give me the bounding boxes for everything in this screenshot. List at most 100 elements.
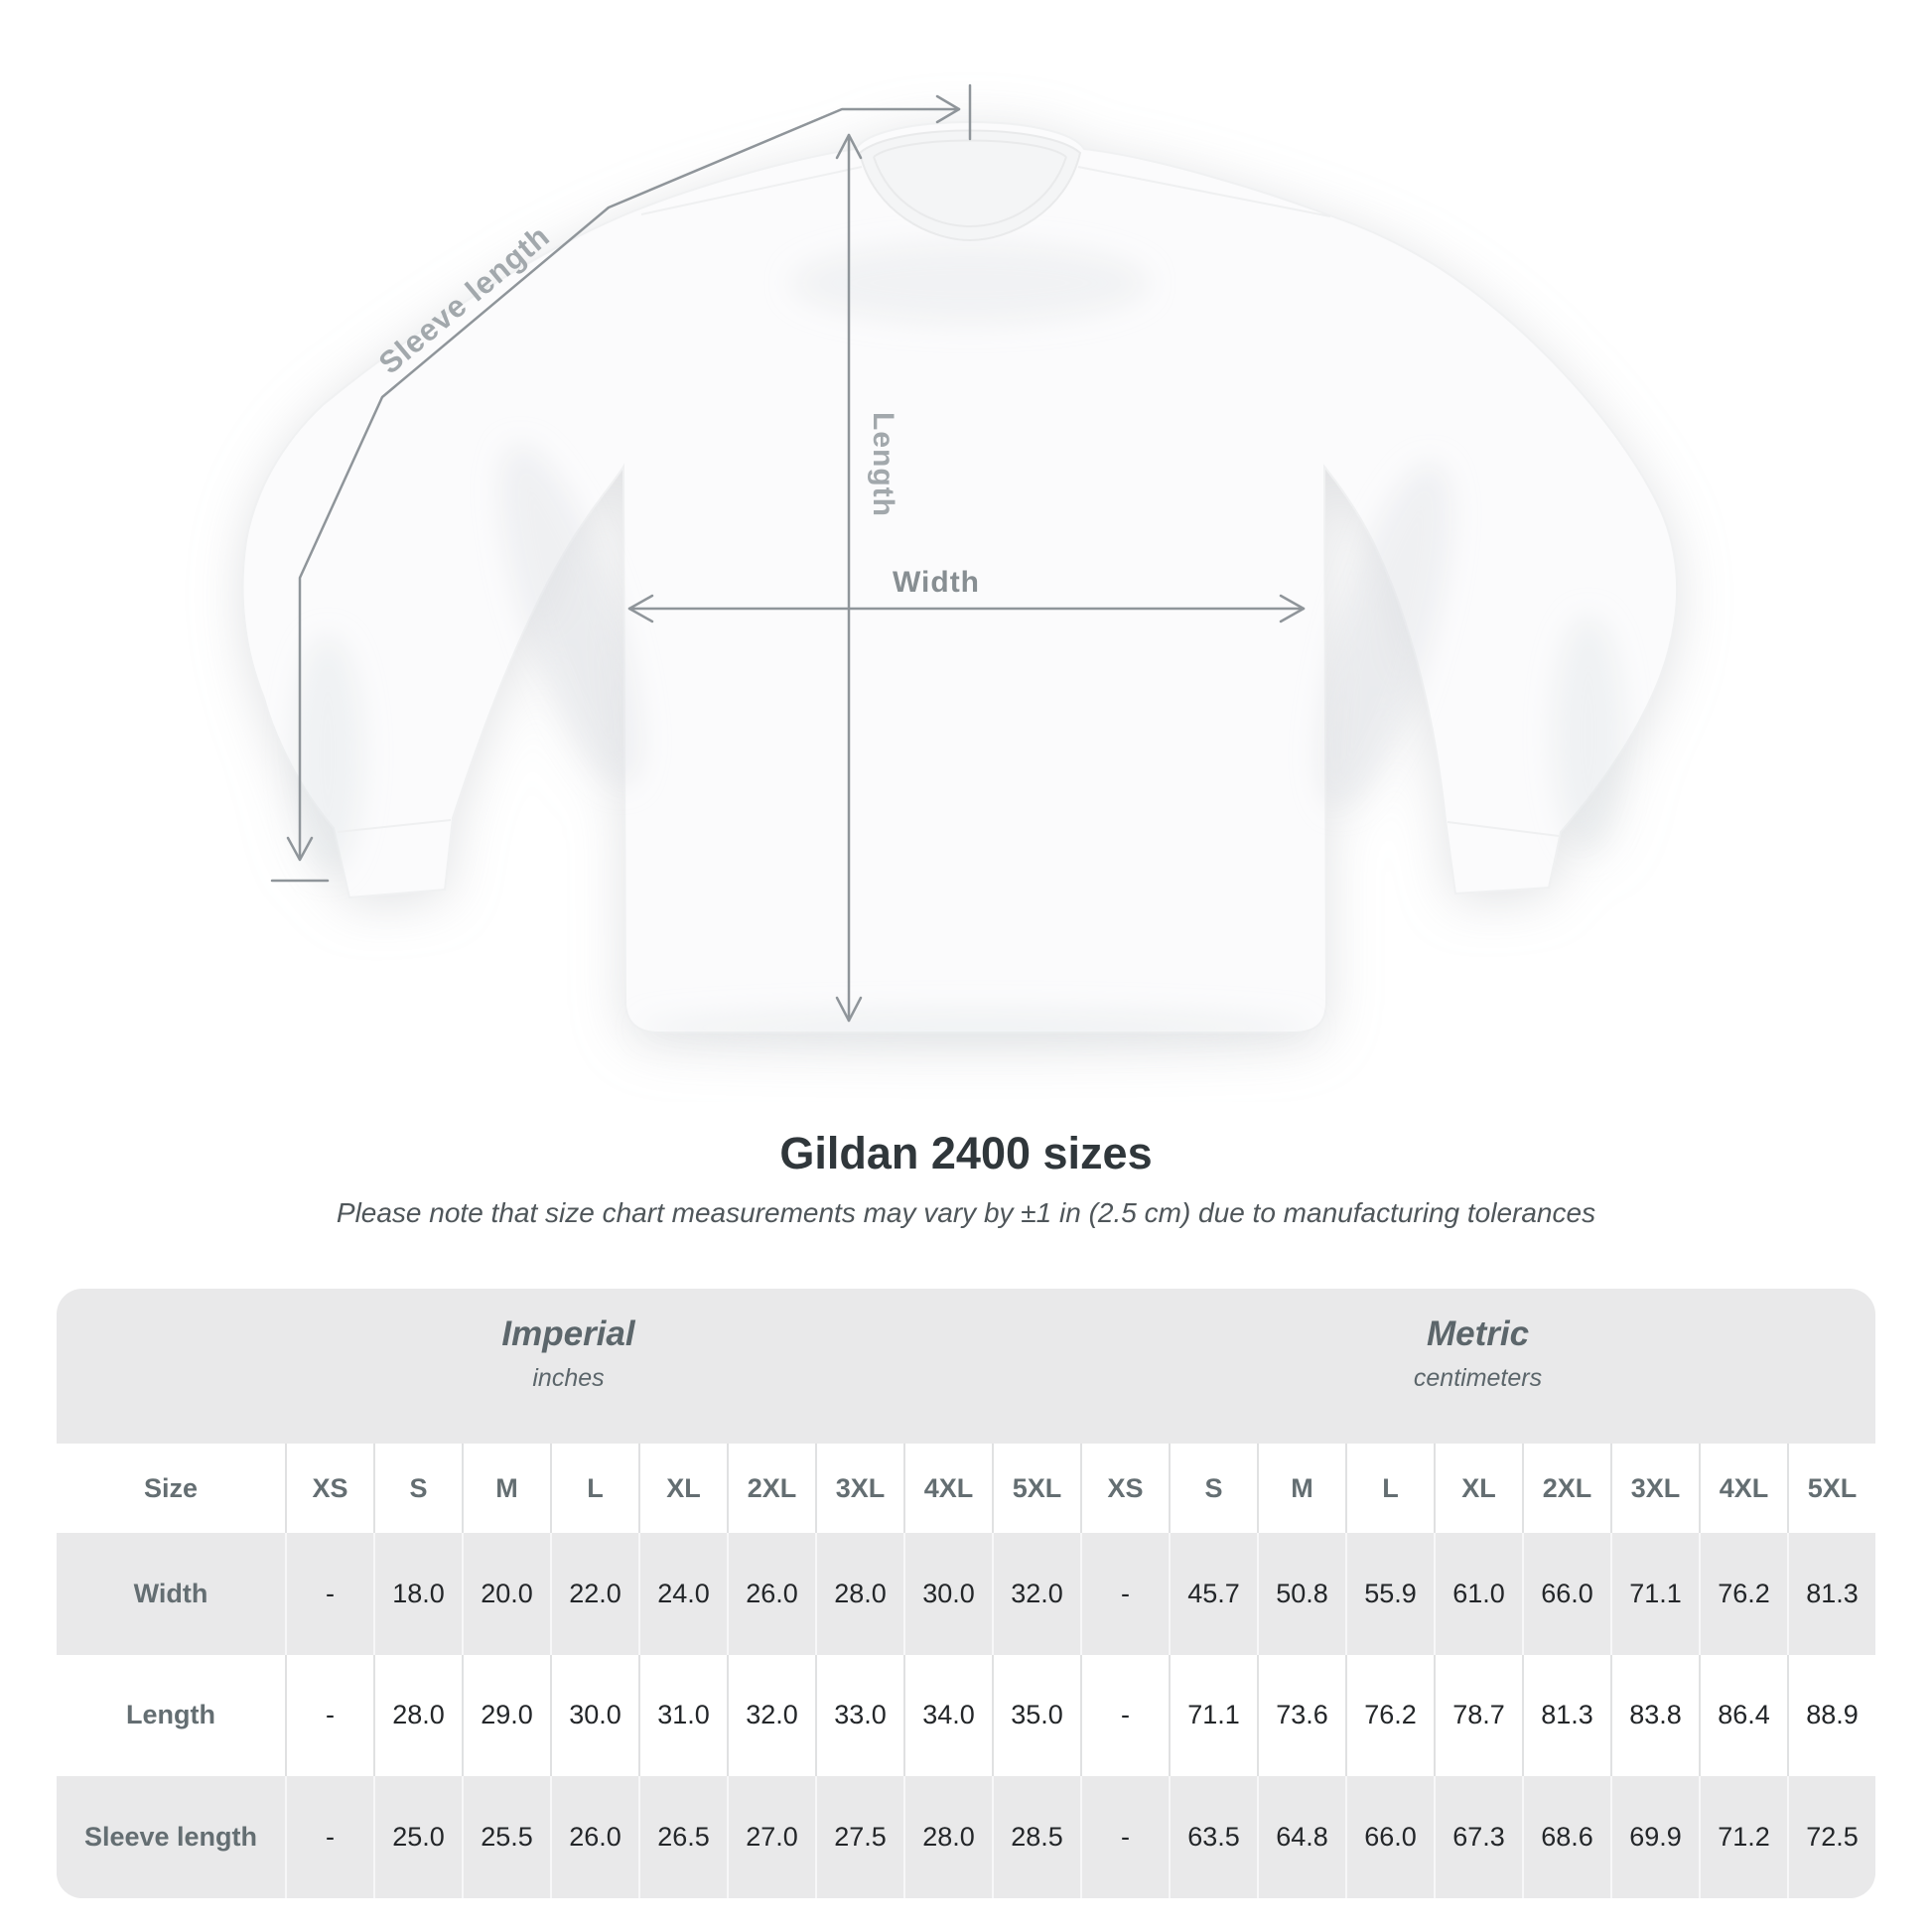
- width-label: Width: [892, 566, 981, 599]
- row-sleeve-length-cell: 26.0: [550, 1776, 638, 1898]
- size-header-row: Size XS S M L XL 2XL 3XL 4XL 5XL XS S M L XL 2XL 3XL 4XL 5…: [57, 1444, 1875, 1533]
- metric-title: Metric: [1426, 1314, 1530, 1353]
- row-sleeve-length-cell: 71.2: [1699, 1776, 1787, 1898]
- row-width-cell: 22.0: [550, 1533, 638, 1655]
- collar: [858, 129, 1082, 242]
- size-header-row-cell: S: [373, 1444, 462, 1533]
- unit-headers: Imperial inches Metric centimeters: [57, 1289, 1875, 1444]
- size-header-row-cell: XS: [285, 1444, 373, 1533]
- size-header-row-cell: 3XL: [1610, 1444, 1699, 1533]
- imperial-header: Imperial inches: [57, 1289, 1080, 1444]
- row-sleeve-length-cell: 27.0: [727, 1776, 815, 1898]
- sleeve-arrow-right: [935, 94, 961, 124]
- length-label: Length: [867, 412, 899, 517]
- row-sleeve-length-cell: -: [1080, 1776, 1169, 1898]
- row-sleeve-length-cell: 64.8: [1257, 1776, 1345, 1898]
- size-header-row-cell: 3XL: [815, 1444, 903, 1533]
- row-length-cell: 28.0: [373, 1654, 462, 1777]
- row-length-cell: 35.0: [992, 1654, 1080, 1777]
- row-length-cell: 88.9: [1787, 1654, 1875, 1777]
- row-length-cell: -: [285, 1654, 373, 1777]
- row-length-cell: 81.3: [1522, 1654, 1610, 1777]
- row-width-cell: 26.0: [727, 1533, 815, 1655]
- size-header-row-cell: L: [550, 1444, 638, 1533]
- length-arrow-down: [835, 996, 863, 1023]
- size-header-row-cell: XS: [1080, 1444, 1169, 1533]
- row-length-cell: 31.0: [638, 1654, 727, 1777]
- size-header-row-cell: M: [1257, 1444, 1345, 1533]
- row-sleeve-length-cell: 63.5: [1169, 1776, 1257, 1898]
- page-title: Gildan 2400 sizes: [779, 1128, 1153, 1178]
- row-sleeve-length-cell: -: [285, 1776, 373, 1898]
- row-width-cell: 28.0: [815, 1533, 903, 1655]
- imperial-unit: inches: [532, 1364, 605, 1392]
- row-width-cell: 32.0: [992, 1533, 1080, 1655]
- size-header-row-cell: M: [462, 1444, 550, 1533]
- row-width-cell: 24.0: [638, 1533, 727, 1655]
- row-width-cell: -: [285, 1533, 373, 1655]
- row-width-cell: 76.2: [1699, 1533, 1787, 1655]
- size-header-row-cell: 4XL: [903, 1444, 992, 1533]
- row-width-label: Width: [133, 1578, 208, 1608]
- row-length-cell: 30.0: [550, 1654, 638, 1777]
- size-header-row-label: Size: [143, 1472, 199, 1503]
- row-length-cell: -: [1080, 1654, 1169, 1777]
- row-sleeve-length-cell: 28.5: [992, 1776, 1080, 1898]
- row-sleeve-length-cell: 25.5: [462, 1776, 550, 1898]
- row-length-cell: 34.0: [903, 1654, 992, 1777]
- size-header-row-cell: 2XL: [1522, 1444, 1610, 1533]
- size-header-row-cell: 2XL: [727, 1444, 815, 1533]
- row-sleeve-length-cell: 26.5: [638, 1776, 727, 1898]
- row-length-cell: 33.0: [815, 1654, 903, 1777]
- row-sleeve-length-cell: 27.5: [815, 1776, 903, 1898]
- row-length-cell: 73.6: [1257, 1654, 1345, 1777]
- row-width-cell: 45.7: [1169, 1533, 1257, 1655]
- row-sleeve-length-cell: 68.6: [1522, 1776, 1610, 1898]
- row-sleeve-length-cell: 66.0: [1345, 1776, 1434, 1898]
- metric-header: Metric centimeters: [1080, 1289, 1875, 1444]
- size-header-row-cell: 5XL: [1787, 1444, 1875, 1533]
- row-width-cell: 18.0: [373, 1533, 462, 1655]
- row-width-cell: 66.0: [1522, 1533, 1610, 1655]
- row-width-cell: 71.1: [1610, 1533, 1699, 1655]
- row-width-cell: 55.9: [1345, 1533, 1434, 1655]
- row-sleeve-length: Sleeve length -25.0 25.5 26.0 26.5 27.0 27.5 28…: [57, 1776, 1875, 1898]
- shirt-measurement-diagram: Sleeve length Length Width: [241, 83, 1679, 1043]
- size-header-row-cell: L: [1345, 1444, 1434, 1533]
- sleeve-length-line: [298, 107, 961, 860]
- row-length-cell: 71.1: [1169, 1654, 1257, 1777]
- size-header-row-cell: S: [1169, 1444, 1257, 1533]
- row-width: Width -18.0 20.0 22.0 24.0 26.0 28.0 30.0 32.0-4…: [57, 1533, 1875, 1655]
- width-arrow-left: [627, 594, 654, 623]
- row-width-cell: 81.3: [1787, 1533, 1875, 1655]
- width-arrow-right: [1279, 594, 1306, 623]
- row-length: Length -28.0 29.0 30.0 31.0 32.0 33.0 34.0 35.0-…: [57, 1654, 1875, 1777]
- size-header-row-cell: 4XL: [1699, 1444, 1787, 1533]
- imperial-title: Imperial: [501, 1314, 635, 1353]
- row-width-cell: -: [1080, 1533, 1169, 1655]
- size-chart-panel: Imperial inches Metric centimeters Size X…: [57, 1289, 1875, 1898]
- row-length-label: Length: [126, 1700, 215, 1730]
- long-sleeve-shirt-illustration: [241, 83, 1679, 1043]
- row-sleeve-length-cell: 69.9: [1610, 1776, 1699, 1898]
- tolerance-note: Please note that size chart measurements…: [336, 1197, 1596, 1228]
- row-length-cell: 83.8: [1610, 1654, 1699, 1777]
- size-header-row-cell: XL: [1434, 1444, 1522, 1533]
- measurement-lines: [270, 83, 1306, 1023]
- sleeve-arrow-down: [286, 836, 314, 862]
- row-sleeve-length-cell: 25.0: [373, 1776, 462, 1898]
- row-sleeve-length-cell: 72.5: [1787, 1776, 1875, 1898]
- row-sleeve-length-cell: 28.0: [903, 1776, 992, 1898]
- shirt-silhouette: [241, 121, 1679, 1043]
- row-width-cell: 61.0: [1434, 1533, 1522, 1655]
- row-sleeve-length-label: Sleeve length: [83, 1821, 258, 1852]
- size-table: Size XS S M L XL 2XL 3XL 4XL 5XL XS S M L XL 2XL 3XL 4XL 5…: [57, 1444, 1875, 1898]
- row-sleeve-length-cell: 67.3: [1434, 1776, 1522, 1898]
- size-header-row-cell: 5XL: [992, 1444, 1080, 1533]
- row-width-cell: 20.0: [462, 1533, 550, 1655]
- size-header-row-cell: XL: [638, 1444, 727, 1533]
- metric-unit: centimeters: [1413, 1364, 1543, 1392]
- row-length-cell: 86.4: [1699, 1654, 1787, 1777]
- row-length-cell: 32.0: [727, 1654, 815, 1777]
- row-width-cell: 30.0: [903, 1533, 992, 1655]
